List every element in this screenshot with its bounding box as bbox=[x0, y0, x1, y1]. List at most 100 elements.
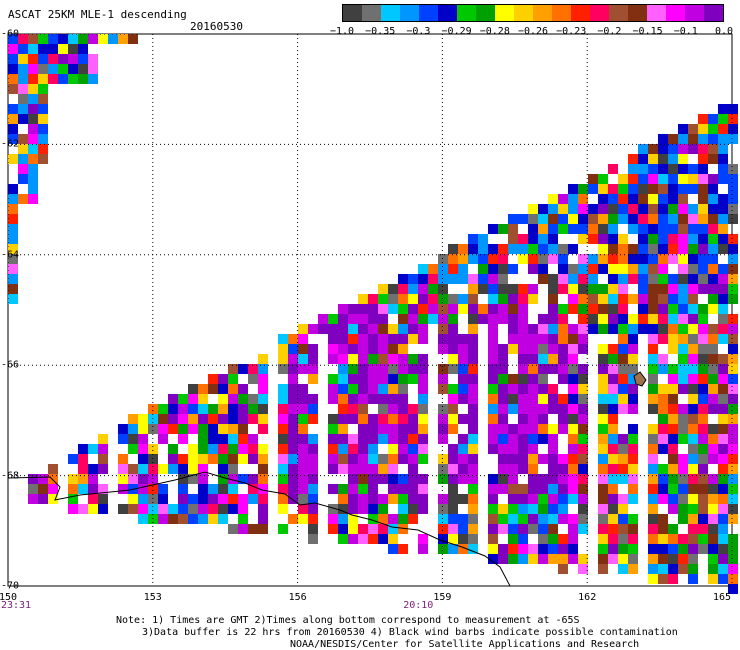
data-cell bbox=[728, 474, 738, 484]
data-cell bbox=[158, 414, 168, 424]
colorbar-swatch bbox=[647, 5, 666, 21]
data-cell bbox=[668, 414, 678, 424]
data-cell bbox=[488, 474, 498, 484]
data-cell bbox=[708, 434, 718, 444]
data-cell bbox=[418, 274, 428, 284]
data-cell bbox=[378, 514, 388, 524]
data-cell bbox=[508, 264, 518, 274]
data-cell bbox=[148, 404, 158, 414]
data-cell bbox=[128, 474, 138, 484]
data-cell bbox=[488, 324, 498, 334]
data-cell bbox=[558, 424, 568, 434]
colorbar-tick-label: 0.0 bbox=[714, 26, 734, 37]
data-cell bbox=[668, 274, 678, 284]
data-cell bbox=[328, 384, 338, 394]
data-cell bbox=[548, 544, 558, 554]
data-cell bbox=[718, 414, 728, 424]
data-cell bbox=[28, 174, 38, 184]
data-cell bbox=[518, 424, 528, 434]
data-cell bbox=[528, 334, 538, 344]
data-cell bbox=[638, 244, 648, 254]
data-cell bbox=[208, 424, 218, 434]
data-cell bbox=[698, 384, 708, 394]
data-cell bbox=[708, 364, 718, 374]
data-cell bbox=[568, 334, 578, 344]
data-cell bbox=[728, 484, 738, 494]
data-cell bbox=[458, 354, 468, 364]
data-cell bbox=[698, 114, 708, 124]
data-cell bbox=[708, 194, 718, 204]
data-cell bbox=[478, 274, 488, 284]
data-cell bbox=[118, 424, 128, 434]
data-cell bbox=[558, 304, 568, 314]
data-cell bbox=[508, 304, 518, 314]
data-cell bbox=[518, 414, 528, 424]
data-cell bbox=[698, 364, 708, 374]
data-cell bbox=[348, 344, 358, 354]
data-cell bbox=[698, 494, 708, 504]
data-cell bbox=[548, 204, 558, 214]
data-cell bbox=[408, 324, 418, 334]
data-cell bbox=[498, 454, 508, 464]
data-cell bbox=[648, 494, 658, 504]
data-cell bbox=[698, 414, 708, 424]
data-cell bbox=[658, 294, 668, 304]
data-cell bbox=[278, 424, 288, 434]
data-cell bbox=[358, 474, 368, 484]
data-cell bbox=[458, 264, 468, 274]
data-cell bbox=[518, 214, 528, 224]
data-cell bbox=[168, 404, 178, 414]
data-cell bbox=[518, 304, 528, 314]
data-cell bbox=[308, 444, 318, 454]
data-cell bbox=[508, 504, 518, 514]
data-cell bbox=[688, 384, 698, 394]
data-cell bbox=[378, 504, 388, 514]
data-cell bbox=[718, 544, 728, 554]
data-cell bbox=[348, 484, 358, 494]
data-cell bbox=[348, 414, 358, 424]
data-cell bbox=[218, 374, 228, 384]
data-cell bbox=[668, 214, 678, 224]
data-cell bbox=[438, 454, 448, 464]
data-cell bbox=[568, 224, 578, 234]
data-cell bbox=[168, 454, 178, 464]
data-cell bbox=[138, 414, 148, 424]
data-cell bbox=[88, 504, 98, 514]
data-cell bbox=[438, 364, 448, 374]
data-cell bbox=[8, 214, 18, 224]
data-cell bbox=[578, 234, 588, 244]
data-cell bbox=[698, 314, 708, 324]
data-cell bbox=[28, 154, 38, 164]
data-cell bbox=[618, 324, 628, 334]
data-cell bbox=[678, 564, 688, 574]
data-cell bbox=[578, 474, 588, 484]
data-cell bbox=[38, 484, 48, 494]
data-cell bbox=[628, 554, 638, 564]
data-cell bbox=[488, 494, 498, 504]
data-cell bbox=[178, 514, 188, 524]
data-cell bbox=[688, 234, 698, 244]
data-cell bbox=[488, 304, 498, 314]
data-cell bbox=[288, 334, 298, 344]
data-cell bbox=[78, 474, 88, 484]
data-cell bbox=[348, 334, 358, 344]
data-cell bbox=[518, 444, 528, 454]
data-cell bbox=[708, 484, 718, 494]
data-cell bbox=[698, 524, 708, 534]
data-cell bbox=[608, 504, 618, 514]
data-cell bbox=[138, 454, 148, 464]
data-cell bbox=[288, 474, 298, 484]
data-cell bbox=[648, 204, 658, 214]
data-cell bbox=[468, 234, 478, 244]
data-cell bbox=[648, 314, 658, 324]
data-cell bbox=[398, 434, 408, 444]
data-cell bbox=[558, 394, 568, 404]
data-cell bbox=[688, 224, 698, 234]
colorbar-tick-label: −0.35 bbox=[365, 26, 396, 37]
data-cell bbox=[68, 54, 78, 64]
data-cell bbox=[658, 204, 668, 214]
data-cell bbox=[558, 564, 568, 574]
data-cell bbox=[278, 354, 288, 364]
data-cell bbox=[488, 224, 498, 234]
data-cell bbox=[158, 494, 168, 504]
